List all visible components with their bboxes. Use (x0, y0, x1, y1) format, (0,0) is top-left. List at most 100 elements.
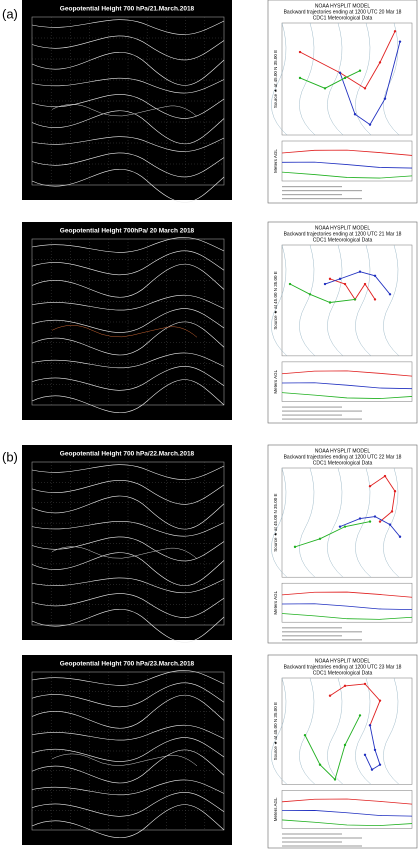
trajectory-marker (358, 69, 362, 72)
trajectory-marker (353, 298, 357, 301)
contour (31, 294, 225, 311)
trajectory-marker (388, 523, 392, 526)
contour (31, 136, 225, 152)
contour (31, 536, 225, 562)
trajectory-marker (298, 76, 302, 80)
coastline (271, 677, 288, 785)
contour (31, 94, 225, 119)
coastline (271, 22, 288, 136)
trajectory-marker (343, 743, 347, 747)
contour (31, 35, 225, 61)
trajectory-marker (368, 520, 372, 523)
trajectory-marker (363, 682, 367, 686)
contour (31, 480, 225, 505)
footnote (282, 410, 362, 412)
trajectory-marker (373, 748, 377, 752)
trajectory-marker (390, 510, 394, 513)
coastline (383, 467, 400, 578)
hysplit-data: CDC1 Meteorological Data (313, 460, 373, 466)
footnote (282, 635, 342, 637)
coastline (271, 467, 288, 578)
contour (31, 682, 225, 708)
altitude-ylabel: Meters AGL (273, 797, 278, 821)
contour (31, 694, 225, 729)
contour (31, 670, 225, 686)
trajectory-marker (338, 525, 342, 528)
hysplit-model: NOAA HYSPLIT MODEL (315, 3, 370, 9)
contour (31, 792, 225, 817)
contour (31, 552, 225, 587)
altitude-line (281, 149, 413, 156)
altitude-line (281, 392, 413, 399)
coastline (383, 244, 400, 357)
coastline (327, 244, 344, 357)
trajectory-marker (363, 282, 367, 286)
coastline (51, 104, 198, 117)
trajectory-marker (303, 733, 307, 737)
map-title: Geopotential Height 700 hPa/21.March.201… (60, 6, 195, 13)
contour (31, 593, 225, 618)
contour (31, 608, 225, 643)
contour (31, 152, 225, 178)
contour (31, 366, 225, 391)
trajectory-marker (298, 50, 302, 54)
trajectory-marker (323, 87, 327, 90)
map-title: Geopotential Height 700 hPa/23.March.201… (60, 661, 195, 668)
altitude-line (281, 819, 413, 827)
footnote (282, 841, 342, 843)
trajectory-marker (373, 298, 377, 301)
trajectory-marker (358, 270, 362, 273)
trajectory-marker (328, 301, 332, 304)
trajectory-marker (368, 123, 372, 126)
coastline (271, 244, 288, 357)
coastline (299, 22, 316, 136)
trajectory-marker (378, 763, 382, 766)
footnote (282, 631, 362, 633)
trajectory-marker (328, 277, 332, 281)
trajectory-marker (338, 277, 342, 281)
contour (31, 263, 225, 298)
panel-label: (a) (2, 6, 18, 21)
map-title: Geopotential Height 700 hPa/22.March.201… (60, 451, 195, 458)
trajectory-marker (383, 97, 387, 100)
trajectory-marker (328, 694, 332, 697)
altitude-line (281, 603, 413, 610)
contour (31, 520, 225, 537)
hysplit-data: CDC1 Meteorological Data (313, 15, 373, 21)
trajectory-marker (353, 113, 357, 116)
trajectory-marker (343, 76, 347, 80)
footnote (282, 837, 362, 839)
trajectory-map (281, 677, 413, 785)
contour (31, 77, 225, 94)
trajectory-marker (388, 293, 392, 296)
contour (31, 724, 225, 741)
trajectory-marker (378, 61, 382, 64)
altitude-ylabel: Meters AGL (273, 369, 278, 393)
altitude-line (281, 382, 413, 390)
trajectory-marker (368, 724, 372, 727)
footnote (282, 845, 362, 847)
hysplit-model: NOAA HYSPLIT MODEL (315, 225, 370, 231)
trajectory-marker (293, 545, 297, 549)
coastline (383, 677, 400, 785)
map-background (22, 0, 232, 200)
coastline (299, 467, 316, 578)
contour (31, 237, 225, 253)
trajectory-marker (383, 474, 387, 478)
contour (31, 779, 225, 796)
altitude-line (281, 613, 413, 620)
contour (31, 110, 225, 145)
coastline (355, 677, 372, 785)
contour (31, 308, 225, 333)
coastline (355, 244, 372, 357)
altitude-ylabel: Meters AGL (273, 149, 278, 173)
contour (31, 737, 225, 762)
trajectory-marker (333, 778, 337, 781)
trajectory-marker (323, 282, 327, 286)
hysplit-model: NOAA HYSPLIT MODEL (315, 448, 370, 454)
map-background (22, 445, 232, 640)
hysplit-model: NOAA HYSPLIT MODEL (315, 658, 370, 664)
altitude-line (281, 370, 413, 377)
trajectory-marker (308, 293, 312, 296)
footnote (282, 186, 342, 188)
